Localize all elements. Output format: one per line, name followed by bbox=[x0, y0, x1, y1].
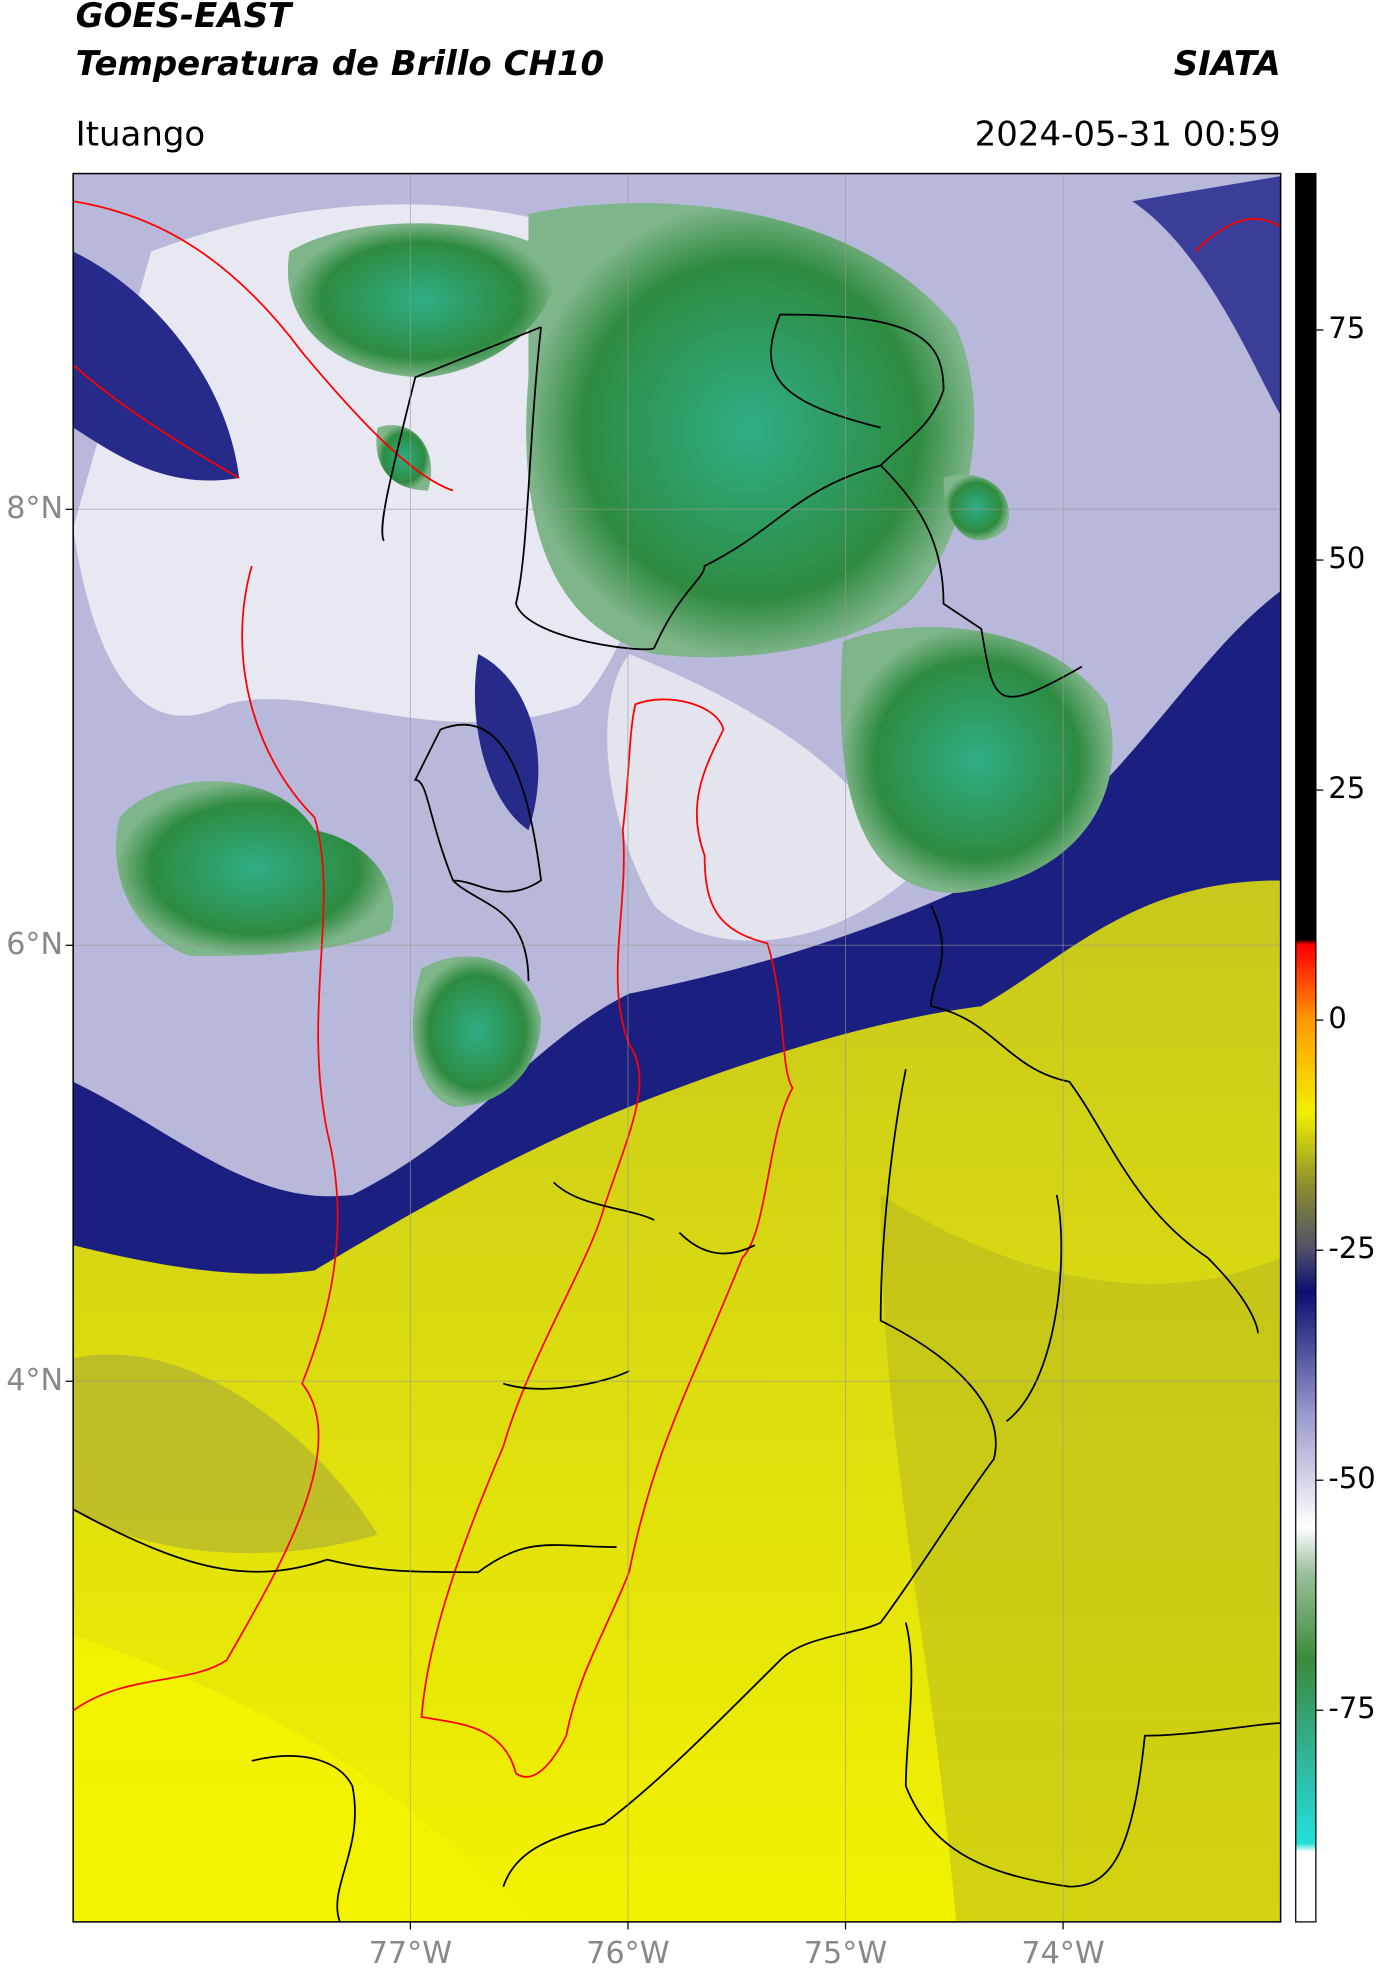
lon-tick-label: 77°W bbox=[369, 1936, 452, 1971]
colorbar bbox=[1295, 172, 1317, 1923]
organization: SIATA bbox=[1174, 44, 1281, 84]
colorbar-tick-label: -50 bbox=[1328, 1461, 1375, 1495]
title: GOES-EAST bbox=[76, 0, 294, 36]
colorbar-tick-label: -25 bbox=[1328, 1231, 1375, 1265]
lon-tick-label: 75°W bbox=[804, 1936, 887, 1971]
colorbar-tick-label: 0 bbox=[1328, 1001, 1346, 1035]
lon-tick-label: 74°W bbox=[1021, 1936, 1104, 1971]
subtitle: Temperatura de Brillo CH10 bbox=[76, 44, 604, 84]
location: Ituango bbox=[76, 114, 206, 154]
colorbar-tick-label: 50 bbox=[1328, 541, 1365, 575]
lon-tick-label: 76°W bbox=[586, 1936, 669, 1971]
map-frame bbox=[72, 172, 1282, 1923]
colorbar-tick-label: -75 bbox=[1328, 1691, 1375, 1725]
colorbar-tick-label: 25 bbox=[1328, 771, 1365, 805]
map-image bbox=[73, 173, 1281, 1922]
graticule bbox=[73, 173, 1281, 1922]
datetime: 2024-05-31 00:59 bbox=[975, 114, 1281, 154]
colorbar-tick-label: 75 bbox=[1328, 311, 1365, 345]
lat-tick-label: 6°N bbox=[6, 927, 63, 962]
lat-tick-label: 8°N bbox=[6, 491, 63, 526]
lat-tick-label: 4°N bbox=[6, 1363, 63, 1398]
